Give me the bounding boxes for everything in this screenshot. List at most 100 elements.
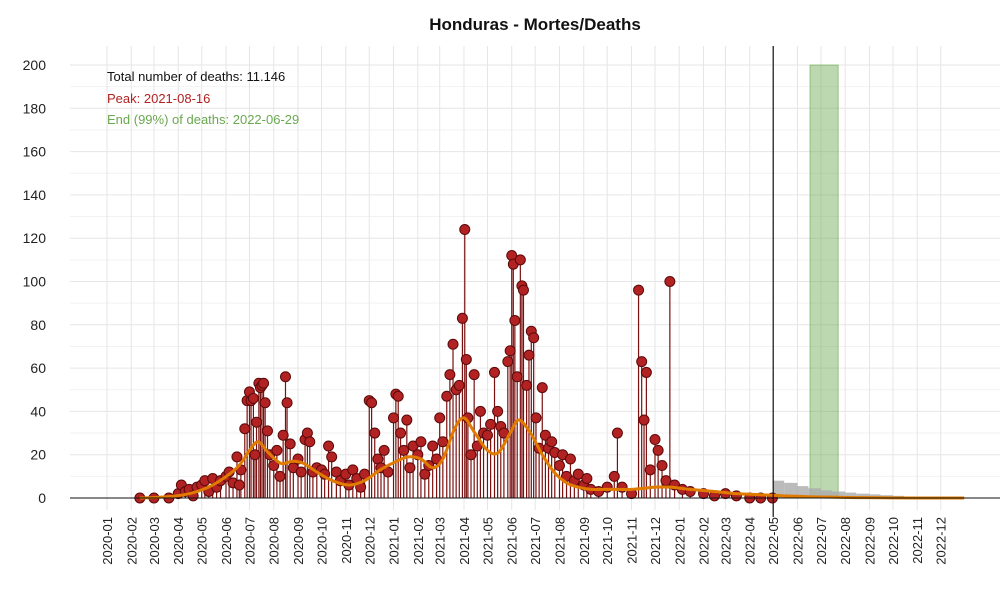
- daily-death-point: [572, 468, 584, 480]
- x-tick-label: 2020-04: [171, 517, 186, 565]
- projection-bar: [773, 480, 785, 498]
- projection-bar: [797, 486, 809, 498]
- y-axis-ticks: 0 20 40 60 80 100 120 140 160 180 200: [23, 57, 47, 506]
- daily-death-point: [636, 356, 648, 368]
- x-tick-label: 2022-10: [886, 517, 901, 565]
- daily-death-point: [528, 332, 540, 344]
- daily-death-point: [366, 397, 378, 409]
- y-tick-label: 180: [23, 100, 47, 116]
- daily-death-point: [392, 390, 404, 402]
- daily-death-point: [249, 449, 261, 461]
- daily-death-point: [640, 366, 652, 378]
- x-tick-label: 2022-04: [743, 517, 758, 565]
- x-tick-label: 2021-04: [457, 517, 472, 565]
- x-tick-label: 2020-07: [242, 517, 257, 565]
- daily-death-point: [261, 425, 273, 437]
- daily-death-point: [514, 254, 526, 266]
- axes: [70, 46, 1000, 517]
- x-tick-label: 2022-08: [838, 517, 853, 565]
- y-tick-label: 140: [23, 187, 47, 203]
- x-tick-label: 2020-06: [219, 517, 234, 565]
- daily-death-point: [633, 284, 645, 296]
- daily-death-point: [465, 449, 477, 461]
- daily-death-point: [536, 382, 548, 394]
- projection-bar: [784, 482, 798, 498]
- daily-death-point: [427, 440, 439, 452]
- daily-death-point: [369, 427, 381, 439]
- x-tick-label: 2021-06: [505, 517, 520, 565]
- daily-death-point: [504, 345, 516, 357]
- end-of-deaths-band: [809, 64, 839, 499]
- x-tick-label: 2021-07: [528, 517, 543, 565]
- daily-death-point: [398, 444, 410, 456]
- projection-bar: [831, 491, 846, 498]
- x-tick-label: 2022-03: [718, 517, 733, 565]
- daily-death-point: [456, 312, 468, 324]
- x-tick-label: 2022-07: [814, 517, 829, 565]
- daily-death-point: [395, 427, 407, 439]
- daily-death-point: [295, 466, 307, 478]
- daily-death-point: [277, 429, 289, 441]
- projection-bar: [845, 492, 857, 498]
- daily-death-point: [453, 379, 465, 391]
- daily-death-point: [517, 284, 529, 296]
- y-tick-label: 120: [23, 230, 47, 246]
- daily-death-point: [664, 276, 676, 287]
- daily-death-point: [434, 412, 446, 424]
- smoothed-curve-line: [139, 416, 965, 500]
- daily-death-point: [511, 371, 523, 383]
- x-tick-label: 2020-08: [267, 517, 282, 565]
- daily-death-point: [388, 412, 400, 424]
- x-tick-label: 2022-02: [697, 517, 712, 565]
- daily-death-point: [404, 462, 416, 474]
- daily-death-point: [649, 434, 661, 446]
- daily-death-point: [489, 366, 501, 378]
- x-tick-label: 2022-09: [862, 517, 877, 565]
- daily-death-point: [509, 314, 521, 326]
- daily-death-point: [656, 460, 668, 472]
- daily-death-point: [492, 405, 504, 417]
- daily-death-point: [247, 392, 259, 404]
- daily-death-point: [521, 379, 533, 391]
- y-tick-label: 0: [38, 490, 46, 506]
- x-tick-label: 2020-03: [147, 517, 162, 565]
- daily-death-point: [437, 436, 449, 448]
- x-tick-label: 2022-06: [790, 517, 805, 565]
- daily-death-point: [460, 353, 472, 365]
- daily-death-point: [652, 444, 664, 456]
- x-tick-label: 2021-05: [480, 517, 495, 565]
- chart-title: Honduras - Mortes/Deaths: [429, 15, 641, 34]
- daily-death-point: [459, 224, 471, 236]
- daily-death-point: [444, 369, 456, 381]
- daily-death-point: [378, 444, 390, 456]
- daily-death-point: [251, 416, 263, 428]
- daily-death-point: [485, 418, 497, 430]
- daily-death-point: [644, 464, 656, 476]
- daily-death-point: [268, 460, 280, 472]
- y-tick-label: 40: [30, 403, 46, 419]
- projection-bar: [869, 494, 881, 498]
- x-tick-label: 2021-09: [577, 517, 592, 565]
- x-tick-label: 2020-05: [195, 517, 210, 565]
- daily-death-point: [502, 356, 514, 368]
- daily-death-point: [415, 436, 427, 448]
- daily-death-point: [274, 470, 286, 482]
- daily-death-point: [564, 453, 576, 465]
- daily-death-point: [326, 451, 338, 463]
- x-tick-label: 2020-10: [315, 517, 330, 565]
- projection-bars: [773, 480, 941, 498]
- x-tick-label: 2021-10: [600, 517, 615, 565]
- x-tick-label: 2021-02: [411, 517, 426, 565]
- daily-death-point: [523, 349, 535, 361]
- daily-death-point: [259, 397, 271, 409]
- projection-bar: [856, 493, 870, 498]
- x-tick-label: 2022-11: [910, 517, 925, 564]
- daily-death-point: [608, 470, 620, 482]
- daily-death-point: [611, 427, 623, 439]
- projection-bar: [808, 488, 821, 498]
- x-tick-label: 2020-01: [100, 517, 115, 565]
- x-tick-label: 2020-02: [124, 517, 139, 565]
- daily-death-point: [279, 371, 291, 383]
- x-tick-label: 2021-12: [648, 517, 663, 565]
